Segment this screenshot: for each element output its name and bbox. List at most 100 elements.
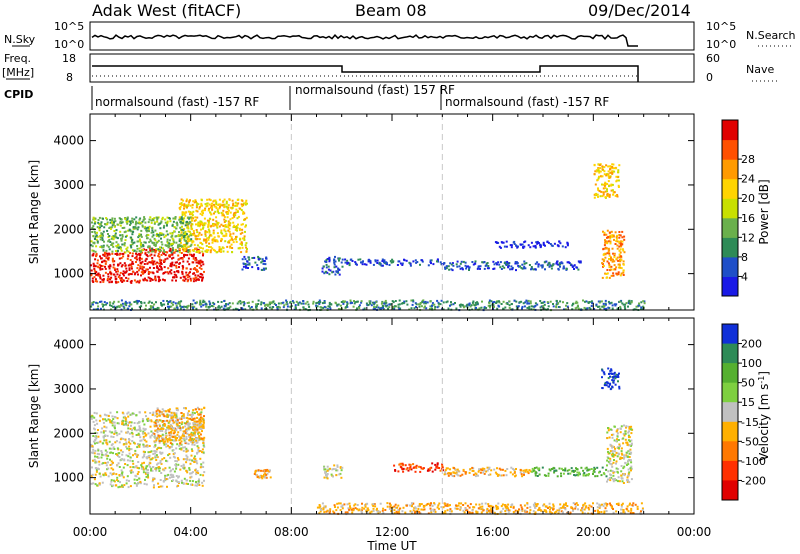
echo-cell [244, 258, 247, 261]
echo-cell [180, 202, 183, 205]
echo-cell [93, 230, 96, 233]
echo-cell [102, 305, 104, 308]
echo-cell [295, 300, 298, 303]
echo-cell [188, 435, 191, 438]
echo-cell [130, 448, 133, 451]
echo-cell [624, 430, 627, 433]
echo-cell [412, 260, 415, 263]
echo-cell [609, 388, 612, 391]
echo-cell [630, 432, 633, 435]
echo-cell [333, 464, 336, 467]
echo-cell [198, 275, 201, 278]
echo-cell [217, 235, 220, 238]
echo-cell [352, 305, 355, 308]
echo-cell [128, 228, 131, 231]
echo-cell [418, 305, 421, 308]
echo-cell [193, 443, 196, 446]
echo-cell [420, 467, 423, 470]
echo-cell [395, 305, 398, 308]
echo-cell [173, 413, 176, 416]
echo-cell [606, 252, 609, 255]
echo-cell [341, 258, 344, 261]
echo-cell [134, 223, 137, 226]
echo-cell [95, 301, 98, 304]
echo-cell [552, 466, 555, 469]
echo-cell [187, 410, 190, 413]
echo-cell [148, 419, 151, 422]
echo-cell [171, 417, 174, 420]
echo-cell [382, 306, 384, 309]
echo-cell [324, 472, 327, 475]
echo-cell [534, 474, 537, 477]
echo-cell [622, 271, 625, 274]
echo-cell [592, 470, 595, 473]
echo-cell [381, 260, 384, 263]
echo-cell [569, 472, 572, 475]
echo-cell [160, 246, 163, 249]
echo-cell [102, 244, 105, 247]
echo-cell [541, 301, 544, 304]
echo-cell [135, 261, 137, 263]
echo-cell [109, 221, 112, 224]
echo-cell [226, 245, 229, 248]
echo-cell [138, 445, 141, 448]
echo-cell [207, 249, 210, 252]
echo-cell [604, 272, 607, 275]
echo-cell [147, 451, 150, 454]
echo-cell [112, 223, 115, 226]
echo-cell [608, 302, 611, 305]
echo-cell [450, 268, 453, 271]
echo-cell [165, 429, 167, 431]
echo-cell [304, 302, 307, 305]
echo-cell [509, 471, 512, 474]
echo-cell [99, 281, 102, 284]
echo-cell [134, 300, 137, 303]
echo-cell [108, 447, 111, 450]
echo-cell [160, 265, 162, 268]
echo-cell [182, 199, 184, 202]
echo-cell [609, 231, 612, 234]
echo-cell [101, 237, 104, 240]
echo-cell [100, 451, 103, 454]
echo-cell [582, 474, 585, 477]
echo-cell [195, 307, 198, 310]
echo-region [253, 468, 272, 480]
echo-cell [94, 271, 97, 274]
echo-cell [643, 300, 646, 303]
echo-cell [159, 479, 162, 481]
echo-cell [245, 224, 247, 227]
echo-cell [627, 305, 629, 308]
echo-cell [245, 216, 248, 219]
echo-cell [123, 242, 126, 245]
echo-cell [204, 209, 206, 212]
echo-cell [170, 426, 173, 428]
echo-cell [261, 258, 264, 261]
echo-cell [111, 250, 114, 253]
echo-cell [109, 278, 112, 281]
echo-cell [607, 306, 610, 309]
echo-cell [207, 209, 210, 212]
echo-cell [109, 458, 111, 461]
echo-cell [627, 472, 630, 475]
echo-cell [126, 249, 129, 252]
echo-cell [182, 220, 185, 223]
echo-cell [142, 471, 145, 474]
echo-cell [485, 470, 488, 473]
echo-cell [612, 478, 614, 481]
echo-cell [158, 441, 161, 444]
echo-cell [176, 460, 179, 463]
echo-cell [160, 241, 163, 244]
echo-cell [505, 262, 508, 265]
echo-cell [184, 442, 187, 444]
echo-cell [112, 302, 115, 305]
echo-cell [91, 279, 94, 282]
echo-cell [205, 305, 208, 308]
echo-cell [237, 300, 240, 303]
echo-cell [468, 302, 471, 305]
echo-cell [187, 417, 190, 420]
echo-cell [165, 230, 168, 233]
echo-cell [98, 223, 101, 225]
echo-cell [185, 221, 188, 224]
echo-cell [196, 265, 199, 267]
echo-cell [630, 478, 633, 481]
